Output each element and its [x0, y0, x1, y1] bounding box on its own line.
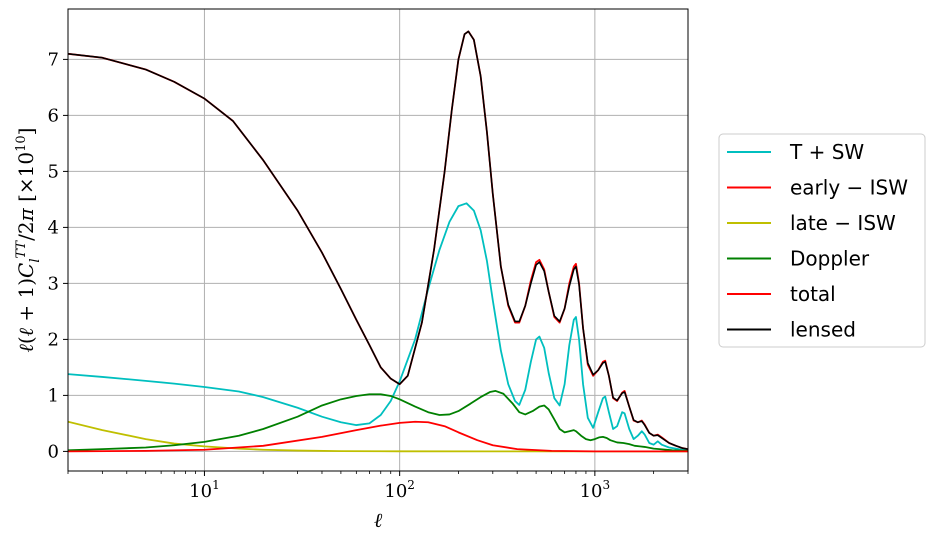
y-tick-label: 3	[48, 273, 59, 294]
series-group	[68, 30, 688, 453]
x-tick-label: 102	[384, 478, 415, 502]
y-tick-label: 1	[48, 385, 59, 406]
y-tick-label: 6	[48, 105, 59, 126]
grid	[68, 9, 688, 471]
y-tick-label: 2	[48, 329, 59, 350]
y-tick-label: 4	[48, 217, 59, 238]
x-tick-label: 101	[189, 478, 220, 502]
legend-t-sw-label: T + SW	[789, 140, 864, 164]
y-tick-label: 7	[48, 49, 59, 70]
y-tick-label: 5	[48, 161, 59, 182]
legend-doppler-label: Doppler	[790, 247, 870, 271]
legend: T + SW early − ISW late − ISW Doppler total l…	[718, 133, 926, 348]
series-t-sw-line	[68, 202, 688, 452]
x-axis-label: ℓ	[374, 508, 383, 532]
plot-frame	[67, 8, 689, 472]
y-ticks: 0 1 2 3 4 5 6 7	[48, 49, 68, 462]
legend-lensed-label: lensed	[790, 318, 856, 342]
series-doppler-line	[68, 390, 688, 452]
series-total-line	[68, 420, 688, 453]
legend-total-label: total	[790, 282, 836, 306]
y-tick-label: 0	[48, 441, 59, 462]
series-lensed-line	[68, 30, 688, 450]
x-tick-label: 103	[580, 478, 611, 502]
x-ticks: 101 102 103	[67, 471, 689, 502]
legend-box	[718, 133, 926, 348]
legend-late-isw-label: late − ISW	[790, 211, 896, 235]
series-late-isw-line	[68, 420, 688, 453]
y-axis-label: ℓ(ℓ + 1)ClTT/2π [×1010]	[14, 128, 43, 353]
legend-early-isw-label: early − ISW	[790, 176, 908, 200]
